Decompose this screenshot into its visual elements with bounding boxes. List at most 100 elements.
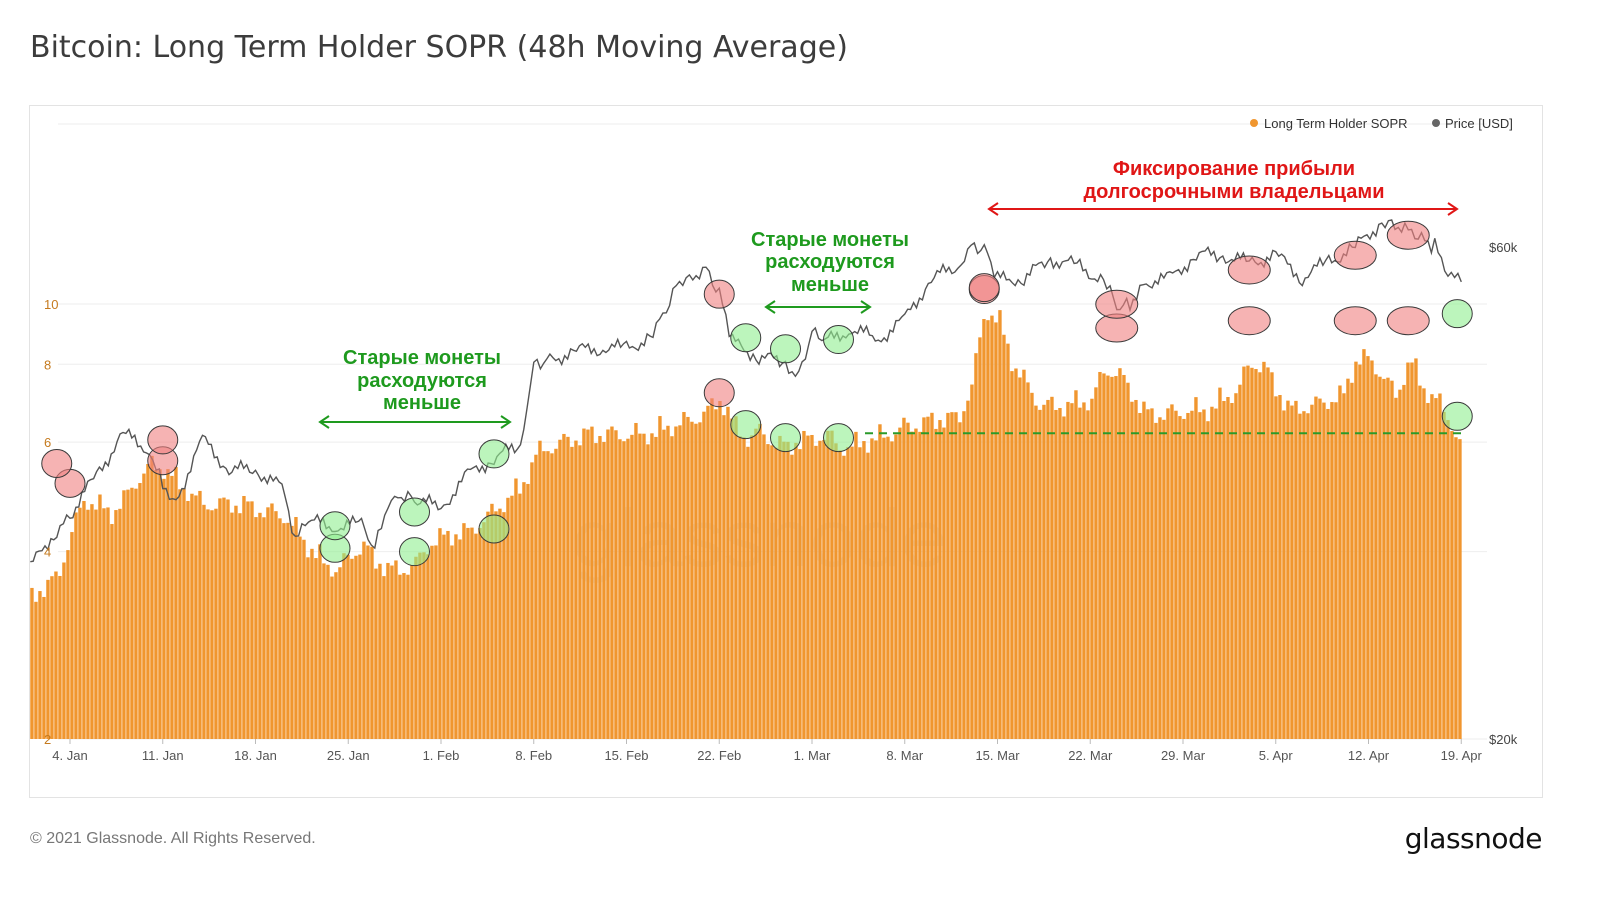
sopr-bar — [778, 435, 782, 739]
highlight-circle-green — [319, 511, 351, 541]
legend-sopr-label[interactable]: Long Term Holder SOPR — [1264, 116, 1408, 131]
sopr-bar — [1002, 334, 1006, 739]
annotation-text: расходуются — [765, 251, 895, 273]
sopr-bar — [1378, 376, 1382, 739]
sopr-bar — [374, 568, 378, 739]
sopr-bar — [574, 440, 578, 739]
sopr-bar — [274, 511, 278, 739]
sopr-bar — [954, 412, 958, 739]
sopr-bar — [446, 530, 450, 739]
sopr-bar — [526, 483, 530, 739]
annotation-arrow-head-right — [500, 415, 512, 429]
sopr-bar — [246, 501, 250, 739]
sopr-bar — [538, 440, 542, 739]
sopr-bar — [710, 398, 714, 739]
sopr-bar — [1010, 371, 1014, 739]
sopr-bar — [1302, 411, 1306, 739]
highlight-circle-green — [399, 537, 430, 567]
sopr-bar — [502, 512, 506, 739]
sopr-bar — [438, 528, 442, 739]
sopr-bar — [178, 489, 182, 739]
legend-price-label[interactable]: Price [USD] — [1445, 116, 1513, 131]
sopr-bar — [1278, 395, 1282, 739]
sopr-bar — [1258, 372, 1262, 739]
sopr-bar — [1086, 410, 1090, 739]
highlight-circle-red — [968, 273, 1000, 303]
sopr-bar — [66, 550, 70, 739]
sopr-bar — [1254, 369, 1258, 739]
sopr-bar — [906, 422, 910, 739]
sopr-bar — [626, 438, 630, 739]
sopr-bar — [406, 574, 410, 739]
sopr-bar — [190, 493, 194, 739]
sopr-bar — [1118, 368, 1122, 739]
sopr-bar — [358, 554, 362, 739]
sopr-bar — [866, 452, 870, 739]
sopr-bar — [1402, 384, 1406, 739]
sopr-bar — [306, 557, 310, 739]
sopr-bar — [1210, 406, 1214, 739]
highlight-circle-green — [478, 439, 510, 469]
sopr-bar — [1286, 400, 1290, 739]
sopr-bar — [154, 469, 158, 739]
sopr-bar — [30, 587, 34, 739]
sopr-bar — [90, 504, 94, 739]
sopr-bar — [338, 567, 342, 739]
sopr-bar — [470, 527, 474, 739]
sopr-bar — [1030, 392, 1034, 739]
sopr-bar — [726, 406, 730, 739]
sopr-bar — [210, 510, 214, 739]
sopr-bar — [302, 539, 306, 739]
sopr-bar — [690, 421, 694, 739]
sopr-bar — [986, 320, 990, 739]
sopr-bar — [942, 427, 946, 739]
sopr-bar — [882, 437, 886, 739]
sopr-bar — [266, 507, 270, 739]
sopr-bar — [1350, 382, 1354, 739]
sopr-bar — [1334, 402, 1338, 739]
sopr-bar — [886, 436, 890, 739]
sopr-bar — [58, 575, 62, 739]
sopr-bar — [298, 536, 302, 739]
sopr-bar — [686, 416, 690, 739]
sopr-bar — [546, 451, 550, 739]
sopr-bar — [342, 553, 346, 739]
sopr-bar — [458, 539, 462, 739]
annotation-arrow-head-left — [987, 202, 999, 216]
sopr-bar — [462, 523, 466, 739]
legend-sopr-dot — [1250, 119, 1258, 127]
right-tick-label: $60k — [1489, 240, 1518, 255]
sopr-bar — [1166, 408, 1170, 739]
sopr-bar — [366, 545, 370, 739]
sopr-bar — [1022, 369, 1026, 739]
sopr-bar — [1194, 397, 1198, 739]
sopr-bar — [1182, 418, 1186, 739]
sopr-bar — [978, 337, 982, 739]
sopr-bar — [674, 426, 678, 739]
sopr-bar — [610, 426, 614, 739]
sopr-bar — [578, 445, 582, 739]
sopr-bar — [414, 556, 418, 739]
highlight-circle-red — [41, 448, 73, 478]
sopr-bar — [898, 427, 902, 739]
sopr-bar — [1186, 412, 1190, 739]
glassnode-logo: glassnode — [1404, 822, 1543, 855]
sopr-bar — [282, 523, 286, 739]
sopr-bar — [590, 426, 594, 739]
sopr-bar — [262, 517, 266, 739]
sopr-bar — [1154, 422, 1158, 739]
sopr-bar — [350, 558, 354, 739]
sopr-bar — [1214, 408, 1218, 739]
highlight-circle-red — [1227, 306, 1271, 336]
sopr-bar — [310, 548, 314, 739]
copyright: © 2021 Glassnode. All Rights Reserved. — [30, 830, 316, 847]
sopr-bar — [174, 466, 178, 739]
sopr-bar — [1134, 399, 1138, 739]
sopr-bar — [1062, 416, 1066, 739]
sopr-bar — [1046, 399, 1050, 739]
x-tick-label: 15. Feb — [604, 748, 648, 763]
sopr-bar — [194, 495, 198, 739]
sopr-bar — [158, 469, 162, 739]
sopr-bar — [1102, 373, 1106, 739]
sopr-bar — [70, 532, 74, 739]
